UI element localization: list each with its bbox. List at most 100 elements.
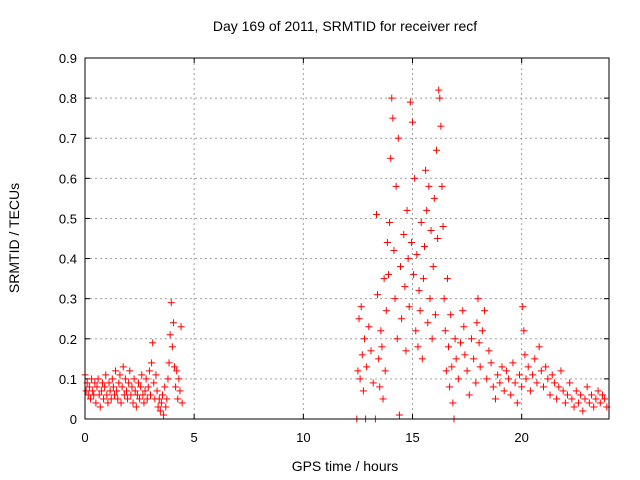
data-point: [596, 399, 604, 407]
data-point: [376, 383, 384, 391]
data-point: [137, 383, 145, 391]
data-point: [463, 367, 471, 375]
data-point: [400, 230, 408, 238]
data-point: [494, 371, 502, 379]
data-point: [380, 275, 388, 283]
data-point: [126, 367, 134, 375]
data-point: [384, 271, 392, 279]
data-point: [415, 287, 423, 295]
data-point: [424, 319, 432, 327]
data-point: [590, 403, 598, 411]
data-point: [550, 379, 558, 387]
data-point: [440, 295, 448, 303]
data-point: [394, 134, 402, 142]
data-point: [148, 359, 156, 367]
data-point: [478, 327, 486, 335]
data-point: [357, 303, 365, 311]
data-point: [511, 379, 519, 387]
data-point: [437, 122, 445, 130]
data-point: [435, 86, 443, 94]
data-point: [164, 375, 172, 383]
axis-ticks: 0 0.1 0.2 0.3 0.4 0.5 0.6 0.7 0.8 0.9 0 5 10 15 20: [59, 51, 609, 445]
data-point: [96, 403, 104, 411]
data-point: [442, 367, 450, 375]
data-point: [474, 295, 482, 303]
data-point: [459, 307, 467, 315]
data-point: [409, 118, 416, 126]
data-point: [505, 375, 513, 383]
data-point: [418, 355, 426, 363]
data-point: [145, 367, 153, 375]
data-point: [546, 391, 554, 399]
data-point: [119, 363, 127, 371]
data-point: [134, 379, 142, 387]
data-point: [431, 311, 439, 319]
data-point: [165, 359, 173, 367]
data-point: [414, 343, 422, 351]
data-point: [502, 367, 510, 375]
data-point: [129, 399, 137, 407]
data-point: [152, 371, 160, 379]
data-point: [579, 407, 587, 415]
data-point: [367, 347, 375, 355]
data-point: [588, 391, 596, 399]
data-point: [379, 395, 387, 403]
data-point: [452, 355, 460, 363]
data-point: [115, 379, 123, 387]
data-point: [109, 383, 117, 391]
data-point: [570, 403, 578, 411]
data-point: [127, 391, 135, 399]
data-point: [140, 399, 148, 407]
data-point: [520, 327, 528, 335]
data-point: [136, 395, 144, 403]
data-point: [433, 146, 441, 154]
data-point: [95, 391, 103, 399]
data-point: [395, 411, 403, 419]
data-point: [423, 206, 431, 214]
data-point: [110, 391, 118, 399]
data-point: [577, 391, 585, 399]
y-tick-label: 0.1: [59, 372, 77, 387]
data-point: [157, 399, 165, 407]
data-point: [451, 335, 459, 343]
chart-title: Day 169 of 2011, SRMTID for receiver rec…: [213, 18, 477, 34]
data-point: [416, 307, 424, 315]
data-point: [518, 383, 526, 391]
data-point: [125, 379, 133, 387]
data-point: [436, 94, 444, 102]
data-point: [91, 379, 99, 387]
data-point: [356, 375, 364, 383]
y-tick-label: 0.2: [59, 332, 77, 347]
data-point: [535, 343, 543, 351]
data-point: [359, 387, 367, 395]
data-point: [354, 367, 362, 375]
data-point: [387, 154, 395, 162]
data-point: [412, 327, 420, 335]
data-point: [447, 311, 455, 319]
data-point: [104, 399, 112, 407]
data-point: [144, 383, 152, 391]
y-tick-label: 0.4: [59, 252, 77, 267]
data-point: [114, 395, 122, 403]
data-point: [465, 391, 473, 399]
data-point: [417, 218, 425, 226]
data-point: [85, 383, 93, 391]
data-point: [156, 407, 164, 415]
data-point: [572, 387, 580, 395]
data-point: [141, 387, 149, 395]
data-point: [434, 235, 442, 242]
data-point: [585, 399, 593, 407]
data-point: [178, 399, 186, 407]
data-point: [406, 98, 414, 106]
data-point: [443, 275, 451, 283]
data-point: [410, 271, 418, 279]
data-point: [515, 371, 523, 379]
data-point: [150, 379, 158, 387]
y-axis-label: SRMTID / TECUs: [6, 183, 22, 293]
data-point: [89, 387, 97, 395]
data-point: [544, 375, 552, 383]
data-point: [93, 383, 101, 391]
data-point: [421, 243, 429, 251]
data-point: [553, 395, 561, 403]
